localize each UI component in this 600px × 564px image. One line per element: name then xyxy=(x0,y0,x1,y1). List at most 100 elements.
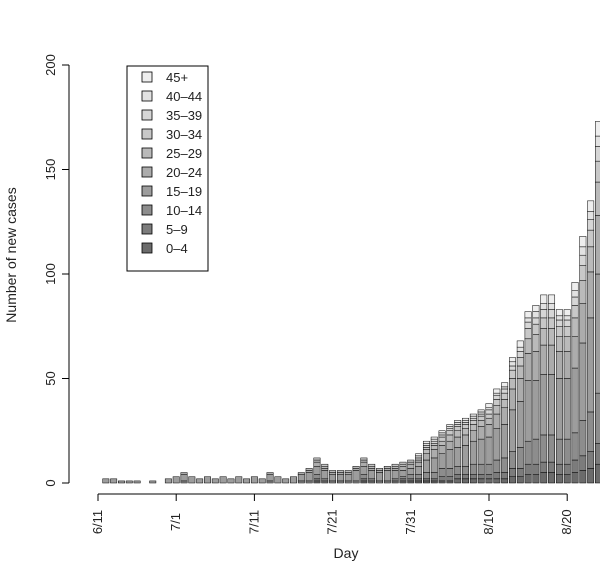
bar-stack xyxy=(571,282,579,484)
bar-segment-2 xyxy=(469,463,477,475)
bar-segment-0 xyxy=(524,474,532,484)
bar-segment-3 xyxy=(477,438,485,465)
bar-stack xyxy=(469,413,477,484)
bar-segment-4 xyxy=(493,413,501,429)
bar-segment-3 xyxy=(133,480,141,484)
bar-stack xyxy=(227,478,235,484)
bar-segment-3 xyxy=(399,470,407,477)
bar-stack xyxy=(422,440,430,484)
bar-segment-9 xyxy=(555,309,563,317)
bar-stack xyxy=(399,461,407,484)
bar-segment-8 xyxy=(516,346,524,352)
bar-segment-1 xyxy=(321,480,329,484)
bar-segment-7 xyxy=(485,409,493,415)
bar-segment-7 xyxy=(571,296,579,306)
bar-segment-8 xyxy=(595,135,600,147)
bar-segment-3 xyxy=(266,474,274,482)
bar-segment-4 xyxy=(391,468,399,471)
legend-label: 10–14 xyxy=(166,203,202,218)
bar-segment-2 xyxy=(352,480,360,484)
bar-stack xyxy=(407,459,415,484)
bar-segment-7 xyxy=(540,309,548,319)
bar-segment-1 xyxy=(368,480,376,484)
bar-stack xyxy=(383,466,391,484)
bar-segment-4 xyxy=(180,472,188,475)
bar-segment-7 xyxy=(454,424,462,427)
bar-segment-7 xyxy=(415,455,423,459)
bar-segment-4 xyxy=(313,461,321,467)
legend-swatch xyxy=(141,109,153,121)
bar-segment-3 xyxy=(227,478,235,484)
bar-segment-2 xyxy=(477,463,485,475)
bar-segment-6 xyxy=(516,357,524,367)
bar-segment-2 xyxy=(430,472,438,480)
bar-segment-2 xyxy=(336,480,344,484)
bar-segment-9 xyxy=(485,403,493,409)
bar-stack xyxy=(563,309,571,484)
bar-stack xyxy=(587,200,595,484)
bar-segment-6 xyxy=(501,392,509,400)
bar-segment-0 xyxy=(493,478,501,484)
bar-segment-3 xyxy=(595,273,600,394)
bar-stack xyxy=(462,417,469,484)
bar-segment-5 xyxy=(548,328,556,346)
bar-stack xyxy=(430,436,438,484)
bar-segment-4 xyxy=(446,440,454,450)
bar-segment-5 xyxy=(587,246,595,273)
bar-segment-8 xyxy=(524,317,532,323)
bar-segment-4 xyxy=(368,468,376,471)
bar-segment-6 xyxy=(524,328,532,340)
bar-segment-5 xyxy=(415,459,423,463)
bar-segment-8 xyxy=(446,426,454,429)
bar-segment-1 xyxy=(595,443,600,465)
legend-label: 45+ xyxy=(166,70,188,85)
bar-segment-0 xyxy=(313,480,321,484)
bar-segment-5 xyxy=(422,449,430,454)
bar-segment-8 xyxy=(548,303,556,310)
bar-segment-5 xyxy=(501,399,509,409)
bar-segment-4 xyxy=(462,434,469,446)
bar-segment-5 xyxy=(383,466,391,469)
bar-segment-9 xyxy=(430,436,438,440)
bar-stack xyxy=(454,420,462,484)
bar-segment-3 xyxy=(258,478,266,484)
bar-segment-4 xyxy=(422,453,430,461)
bar-segment-6 xyxy=(462,424,469,429)
bar-segment-2 xyxy=(548,434,556,463)
bar-segment-3 xyxy=(352,470,360,482)
bar-stack xyxy=(211,478,219,484)
bar-stack xyxy=(274,476,282,484)
bar-segment-7 xyxy=(501,388,509,394)
bar-segment-9 xyxy=(587,200,595,212)
bar-segment-5 xyxy=(516,365,524,379)
bar-segment-5 xyxy=(532,334,540,352)
bar-segment-8 xyxy=(579,246,587,256)
bar-segment-2 xyxy=(407,474,415,480)
bar-segment-2 xyxy=(532,438,540,465)
bar-segment-4 xyxy=(344,472,352,475)
bar-segment-3 xyxy=(524,380,532,442)
bar-segment-1 xyxy=(454,474,462,480)
bar-segment-4 xyxy=(548,344,556,375)
legend-swatch xyxy=(141,147,153,159)
bar-segment-8 xyxy=(469,415,477,419)
bar-segment-2 xyxy=(344,480,352,484)
bar-segment-3 xyxy=(125,480,133,484)
bar-segment-6 xyxy=(321,463,329,467)
bar-segment-1 xyxy=(571,459,579,473)
bar-segment-6 xyxy=(438,436,446,442)
bar-segment-5 xyxy=(376,468,383,471)
bar-segment-4 xyxy=(376,470,383,473)
bar-segment-5 xyxy=(438,440,446,446)
bar-segment-2 xyxy=(383,480,391,484)
bar-segment-3 xyxy=(250,476,258,484)
bar-segment-6 xyxy=(399,461,407,465)
legend-label: 30–34 xyxy=(166,127,202,142)
x-axis-label: Day xyxy=(334,545,359,561)
bar-segment-1 xyxy=(587,451,595,469)
bar-stack xyxy=(290,476,297,484)
bar-segment-3 xyxy=(485,436,493,465)
legend-swatch xyxy=(141,90,153,102)
bar-segment-4 xyxy=(509,388,516,411)
bar-segment-8 xyxy=(430,438,438,442)
